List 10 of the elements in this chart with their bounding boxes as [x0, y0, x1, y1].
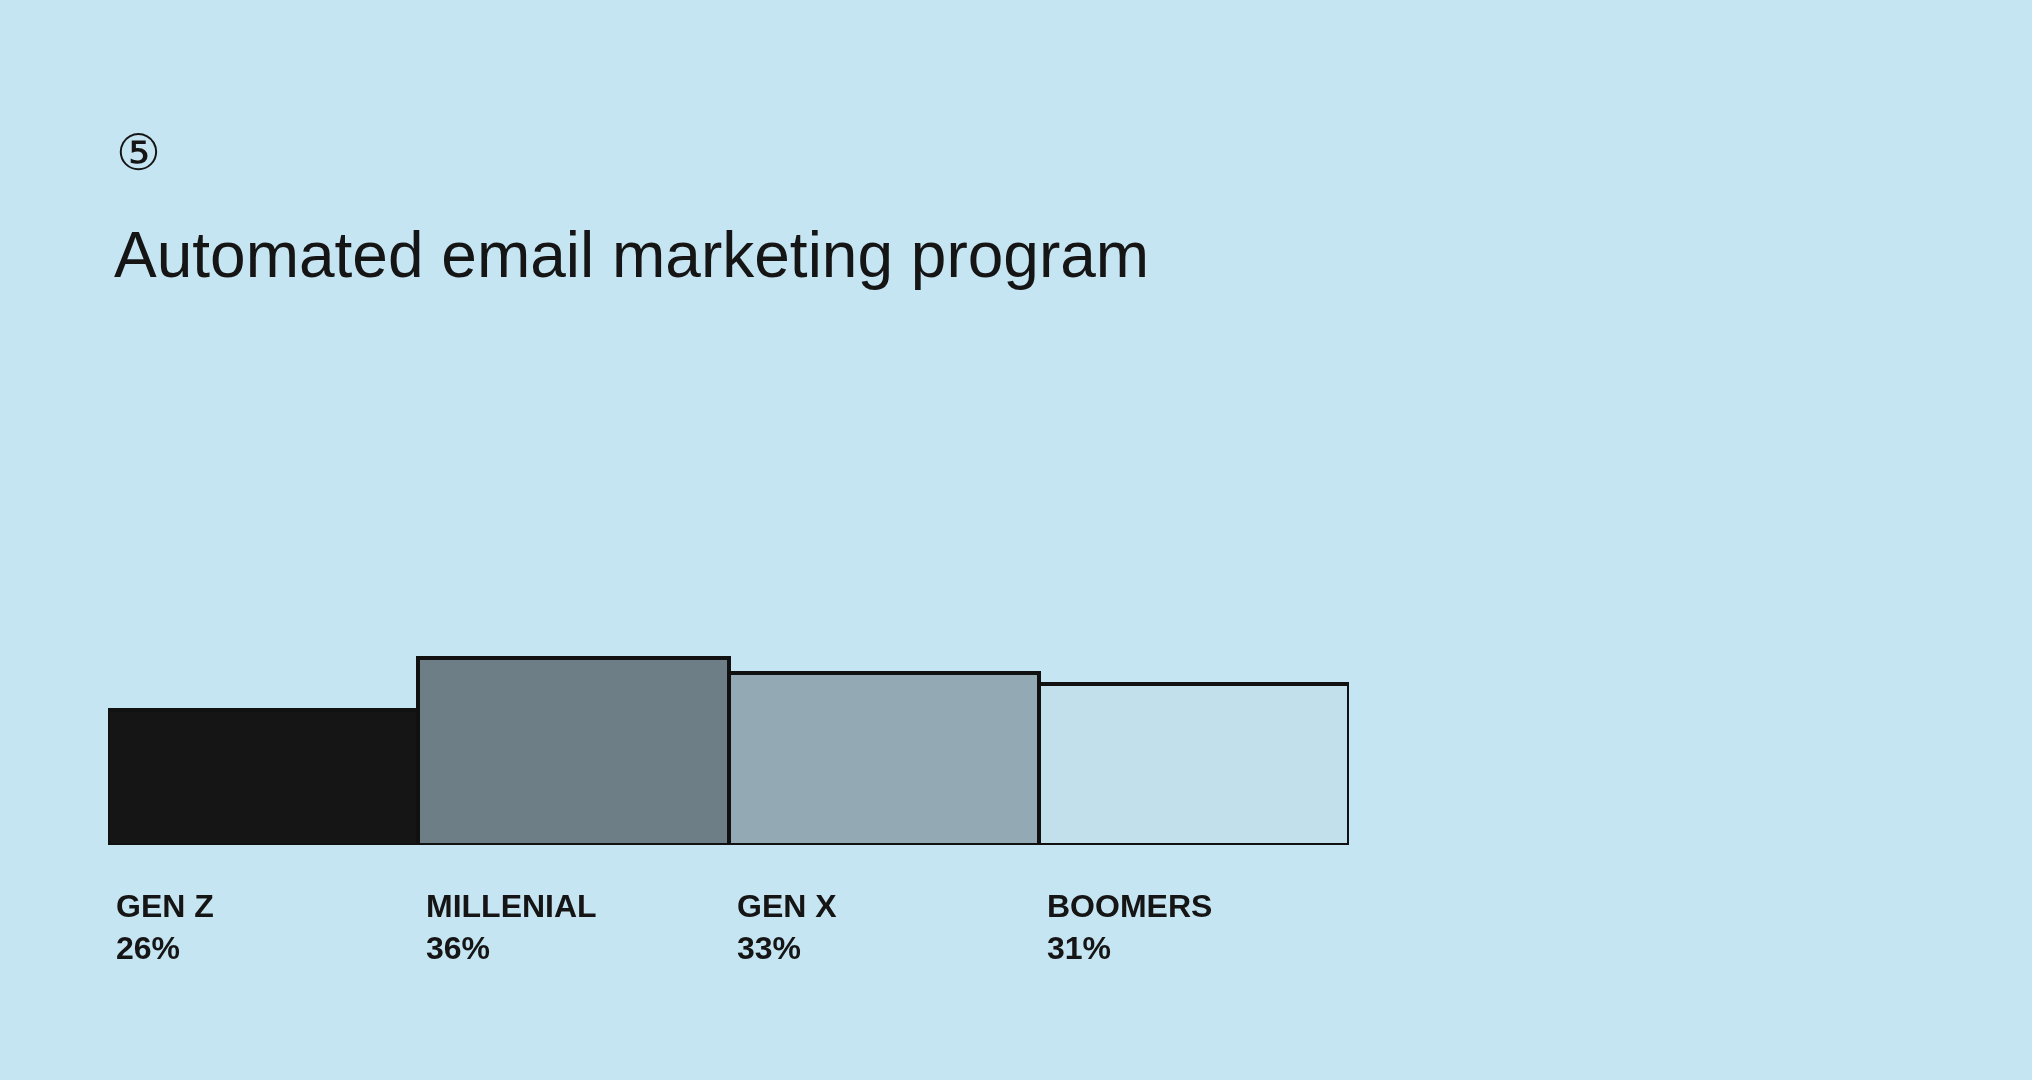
data-label: 26% — [116, 929, 181, 966]
x-tick-label: BOOMERS — [1047, 888, 1213, 924]
data-label: 31% — [1047, 929, 1112, 966]
data-label: 33% — [737, 929, 802, 966]
text: ⑤ — [116, 124, 161, 182]
chart-title: Automated email marketing program — [114, 219, 1150, 292]
x-tick-label: GEN Z — [116, 888, 214, 924]
data-label: 36% — [426, 929, 491, 966]
x-tick-label: MILLENIAL — [426, 888, 597, 924]
x-tick-label: GEN X — [737, 888, 838, 924]
